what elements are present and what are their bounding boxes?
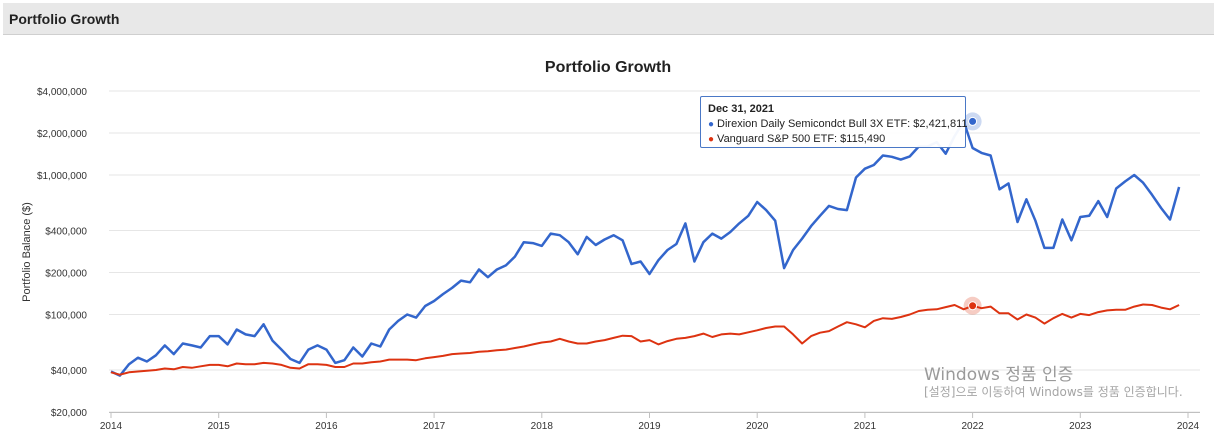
y-tick-label: $1,000,000 [37,171,87,182]
axes: $20,000 $40,000 $100,000 $200,000 $400,000 $1… [37,87,1200,432]
panel-title: Portfolio Growth [9,11,120,27]
y-tick-label: $100,000 [45,310,87,321]
tooltip-row-label: Direxion Daily Semicondct Bull 3X ETF: $… [717,118,968,130]
y-tick-label: $400,000 [45,227,87,238]
watermark-subtitle: [설정]으로 이동하여 Windows를 정품 인증합니다. [924,385,1183,399]
x-tick-label: 2024 [1177,421,1200,432]
tooltip-date: Dec 31, 2021 [708,103,775,115]
highlight-point-0 [968,116,978,126]
watermark-title: Windows 정품 인증 [924,365,1074,385]
y-tick-label: $40,000 [51,366,88,377]
tooltip-row-soxl: ● Direxion Daily Semicondct Bull 3X ETF: … [708,117,968,132]
highlight-markers[interactable] [963,112,982,315]
x-tick-label: 2022 [961,421,984,432]
x-tick-label: 2020 [746,421,769,432]
tooltip-row-voo: ● Vanguard S&P 500 ETF: $115,490 [708,132,958,147]
x-tick-label: 2017 [423,421,446,432]
tooltip-dot-icon: ● [708,134,715,145]
x-tick-label: 2018 [531,421,554,432]
x-tick-label: 2023 [1069,421,1092,432]
tooltip-dot-icon: ● [708,119,715,130]
y-tick-label: $2,000,000 [37,129,87,140]
series-line-0 [110,120,1181,377]
series-line-1 [110,303,1180,376]
chart-title: Portfolio Growth [545,59,671,76]
panel-header: Portfolio Growth [3,3,1214,35]
y-tick-label: $200,000 [45,268,87,279]
chart-tooltip: Dec 31, 2021 ● Direxion Daily Semicondct … [700,96,968,148]
tooltip-row-label: Vanguard S&P 500 ETF: $115,490 [717,133,886,145]
x-tick-label: 2019 [638,421,661,432]
highlight-point-1 [968,301,978,311]
y-tick-label: $20,000 [51,408,88,419]
x-tick-label: 2016 [315,421,338,432]
x-tick-label: 2014 [100,421,123,432]
y-axis-label: Portfolio Balance ($) [21,202,33,302]
x-tick-label: 2021 [854,421,877,432]
series-lines [110,120,1181,377]
y-tick-label: $4,000,000 [37,87,87,98]
x-tick-label: 2015 [208,421,231,432]
